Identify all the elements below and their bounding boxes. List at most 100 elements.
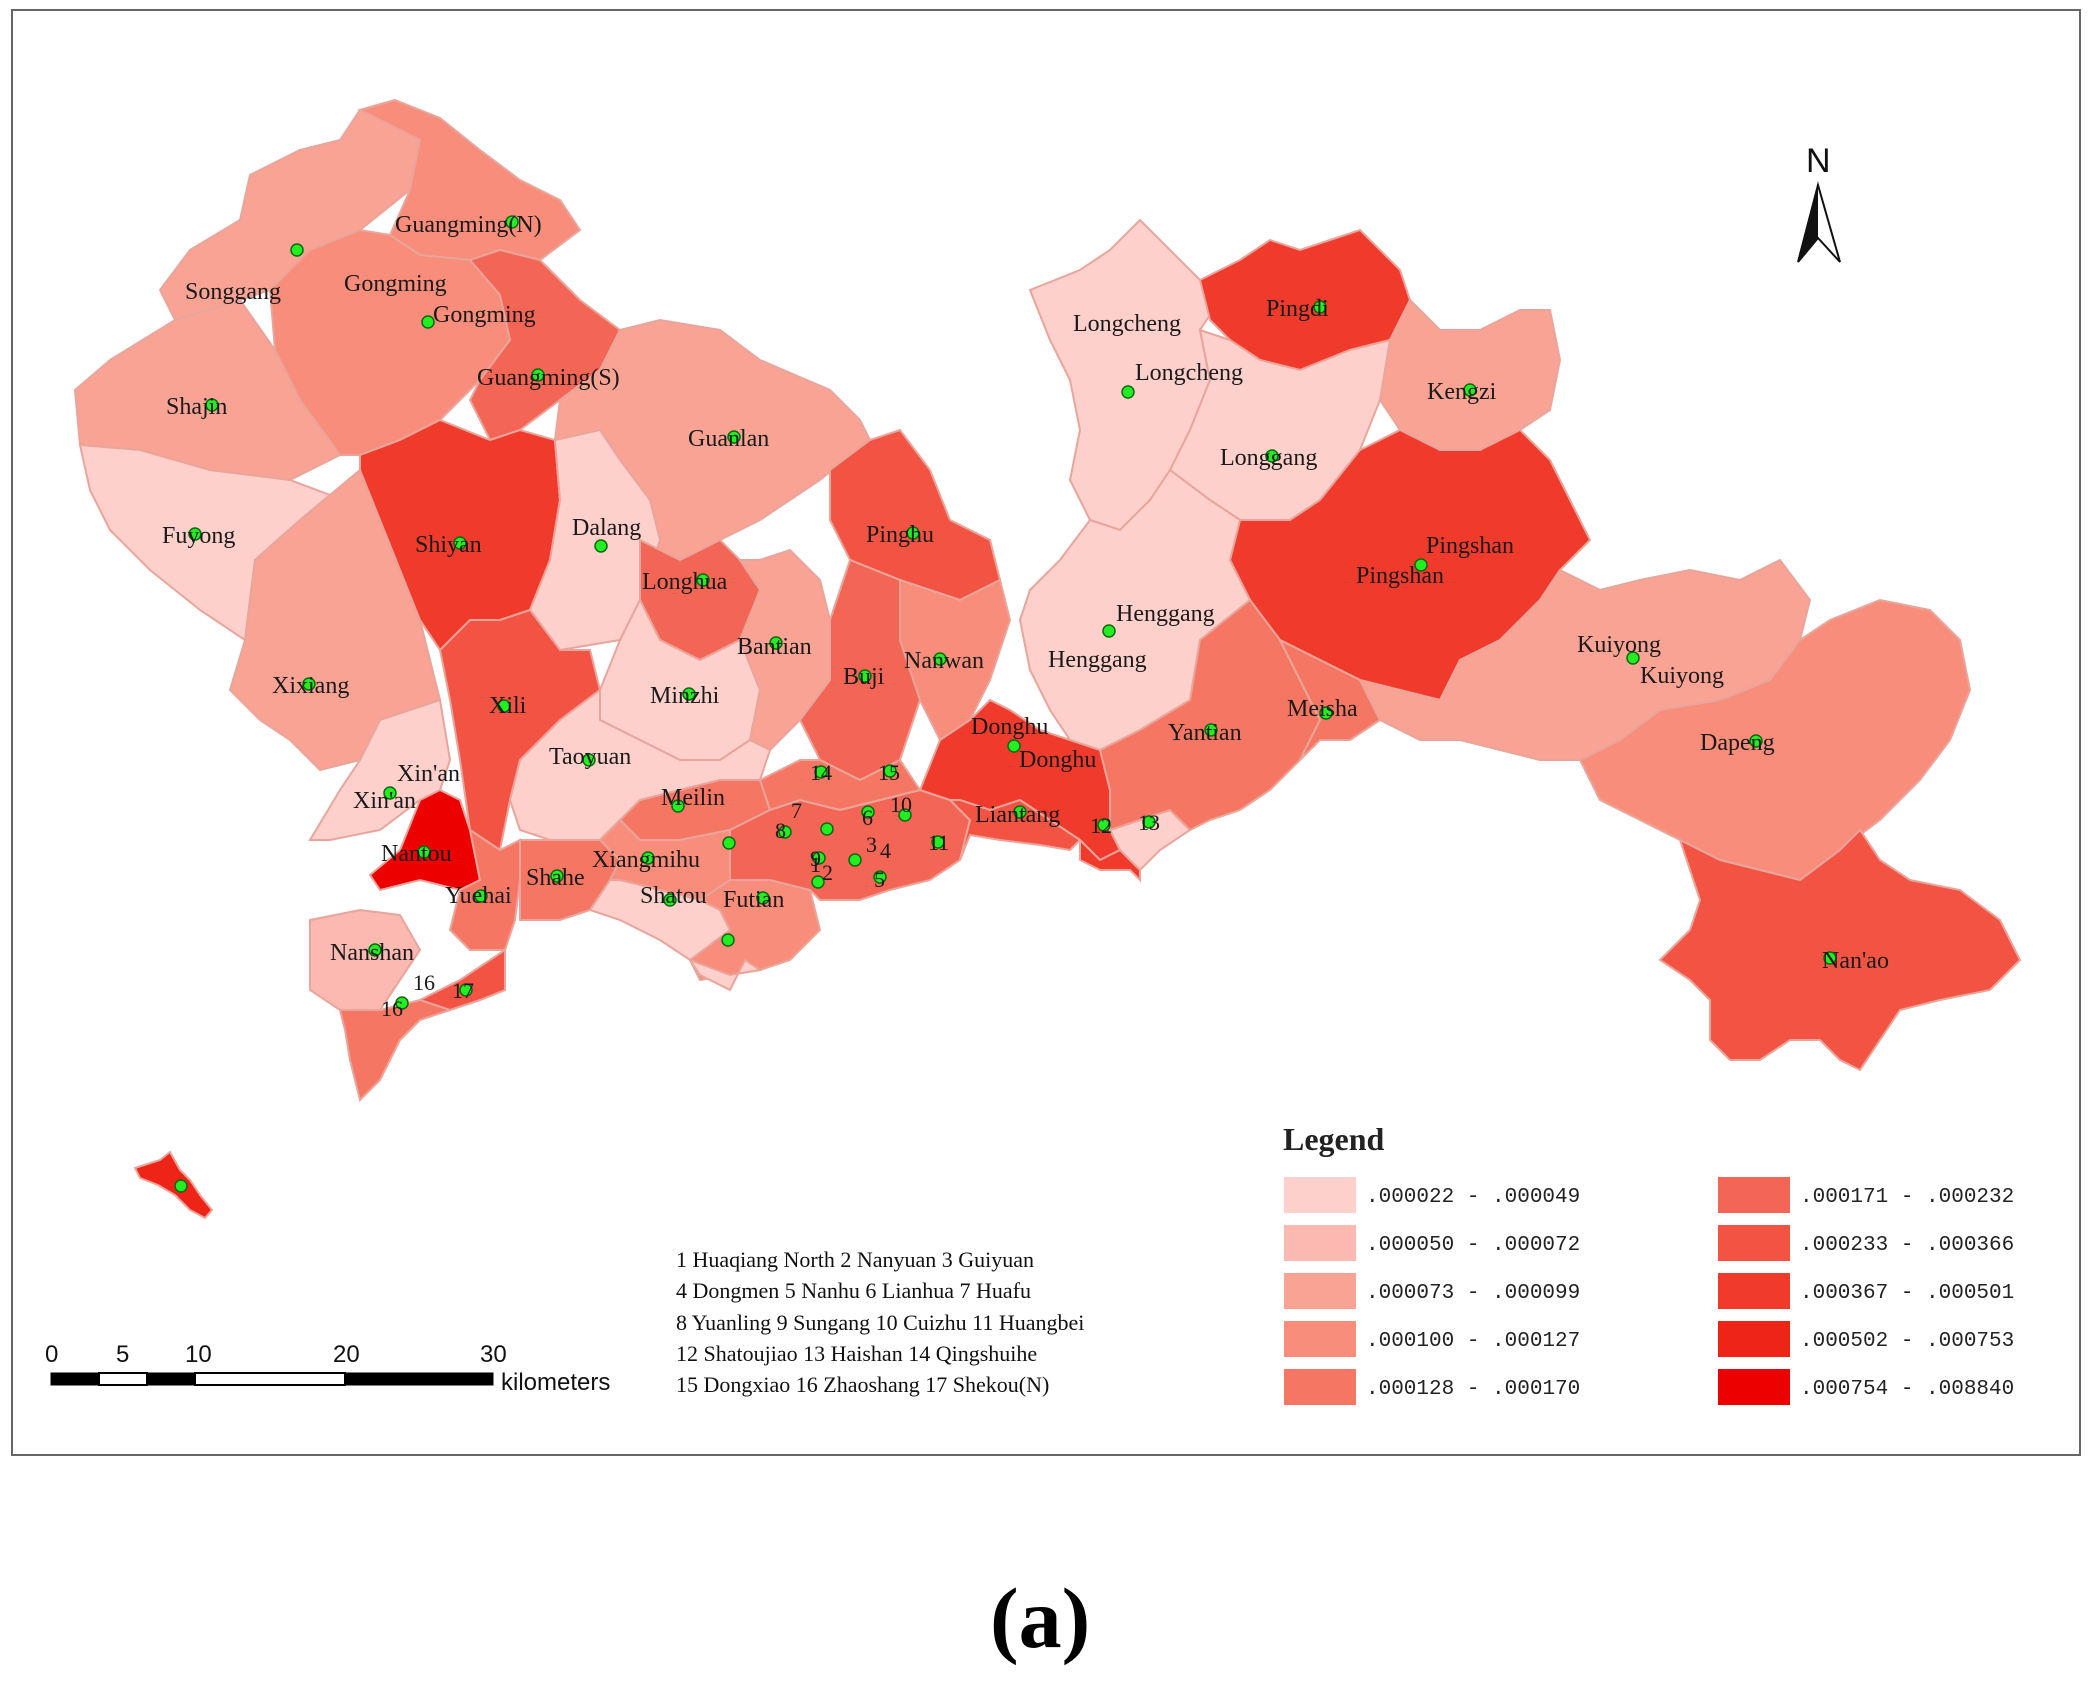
label-yantian: Yantian [1168,720,1242,746]
label-longgang: Longgang [1220,445,1317,471]
district-island [133,1150,214,1220]
label-henggang-b: Henggang [1048,647,1147,673]
label-meisha: Meisha [1287,696,1358,722]
scale-tick-30: 30 [480,1341,507,1368]
legend-item: .000022 - .000049 [1284,1177,1580,1213]
legend-swatch [1718,1225,1790,1261]
districts [73,98,2022,1220]
legend-item: .000754 - .008840 [1718,1369,2014,1405]
legend-label: .000754 - .008840 [1800,1378,2014,1401]
label-gongming-a: Gongming [344,271,447,297]
label-kuiyong-b: Kuiyong [1640,663,1724,689]
key-line-5: 15 Dongxiao 16 Zhaoshang 17 Shekou(N) [676,1372,1049,1397]
label-pingshan-b: Pingshan [1356,563,1444,589]
scale-unit: kilometers [501,1369,610,1396]
district-futian-south [687,957,763,992]
label-n13: 13 [1138,810,1160,835]
district-gongming [268,228,512,456]
label-kuiyong-a: Kuiyong [1577,632,1661,658]
label-n6: 6 [862,805,873,830]
district-pinghu [829,428,1002,602]
label-shahe: Shahe [526,865,585,891]
label-songgang: Songgang [185,279,281,305]
label-fuyong: Fuyong [162,523,235,549]
label-nanao: Nan'ao [1822,948,1889,974]
district-key: 1 Huaqiang North 2 Nanyuan 3 Guiyuan 4 D… [676,1247,1084,1397]
legend-swatch [1284,1273,1356,1309]
label-guangming-n: Guangming(N) [395,212,542,238]
key-line-2: 4 Dongmen 5 Nanhu 6 Lianhua 7 Huafu [676,1278,1031,1303]
legend-item: .000073 - .000099 [1284,1273,1580,1309]
legend-swatch [1284,1177,1356,1213]
label-nanwan: Nanwan [904,648,984,674]
label-n3: 3 [866,832,877,857]
label-meilin: Meilin [661,785,725,811]
legend-swatch [1718,1177,1790,1213]
district-nanshan [309,908,422,1011]
label-buji: Buji [843,664,885,690]
label-shiyan: Shiyan [415,532,482,558]
label-longcheng-a: Longcheng [1073,311,1181,337]
label-henggang-a: Henggang [1116,601,1215,627]
label-longcheng-b: Longcheng [1135,360,1243,386]
scale-tick-5: 5 [116,1341,129,1368]
scale-ticks: 0 5 10 20 30 [45,1341,507,1368]
legend-swatch [1718,1321,1790,1357]
label-n15: 15 [878,760,900,785]
label-nanshan: Nanshan [330,940,414,966]
legend-label: .000367 - .000501 [1800,1282,2014,1305]
key-line-1: 1 Huaqiang North 2 Nanyuan 3 Guiyuan [676,1247,1034,1272]
label-pingdi: Pingdi [1266,296,1329,322]
district-meisha [1277,637,1382,761]
legend-swatch [1718,1273,1790,1309]
label-n10: 10 [890,792,912,817]
label-dapeng: Dapeng [1700,730,1775,756]
label-n14: 14 [810,760,832,785]
label-gongming-b: Gongming [433,302,536,328]
legend-item: .000128 - .000170 [1284,1369,1580,1405]
district-nanao [1658,828,2022,1072]
label-shatou: Shatou [640,883,707,909]
label-n2: 2 [822,860,833,885]
legend-item: .000367 - .000501 [1718,1273,2014,1309]
label-n1: 1 [810,852,821,877]
district-liantang [947,798,1082,861]
label-guanlan: Guanlan [688,426,769,452]
label-n11: 11 [928,830,949,855]
north-label: N [1806,142,1831,180]
label-n12: 12 [1090,813,1112,838]
label-xili: Xili [489,693,527,719]
label-n7: 7 [791,798,802,823]
label-kengzi: Kengzi [1427,379,1497,405]
label-xinan-b: Xin'an [353,788,416,814]
district-zhaoshang [417,948,506,1012]
label-longhua: Longhua [642,569,728,595]
legend-label: .000233 - .000366 [1800,1234,2014,1257]
legend-title: Legend [1283,1121,1385,1157]
label-dalang: Dalang [572,515,641,541]
label-n16: 16 [413,970,435,995]
legend-label: .000022 - .000049 [1366,1186,1580,1209]
legend-swatch [1718,1369,1790,1405]
label-xixiang: Xixiang [272,673,349,699]
label-n5: 5 [874,867,885,892]
label-n16-b: 16 [381,996,403,1021]
label-shajin: Shajin [166,394,227,420]
label-pinghu: Pinghu [866,522,934,548]
district-guangming-s [468,248,622,442]
label-bantian: Bantian [737,634,812,660]
legend-label: .000171 - .000232 [1800,1186,2014,1209]
label-donghu-a: Donghu [971,714,1048,740]
legend-label: .000050 - .000072 [1366,1234,1580,1257]
district-nanwan [899,578,1012,742]
legend-label: .000128 - .000170 [1366,1378,1580,1401]
centroid-points [174,215,1837,1193]
legend-item: .000233 - .000366 [1718,1225,2014,1261]
legend-swatch [1284,1369,1356,1405]
label-yuehai: Yuehai [445,883,512,909]
figure-caption: (a) [990,1570,1090,1666]
district-shatoujiao [1079,837,1141,883]
legend-swatch [1284,1225,1356,1261]
label-guangming-s: Guangming(S) [477,365,620,391]
